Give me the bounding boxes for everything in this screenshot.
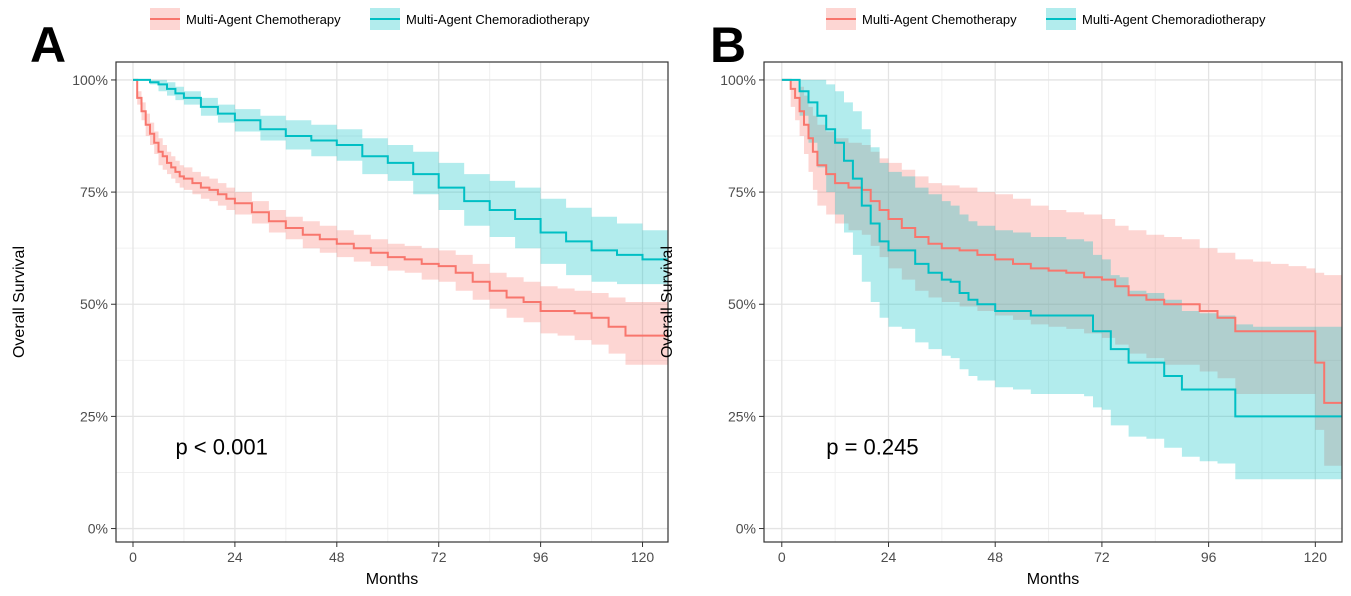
- y-tick-label: 75%: [80, 184, 108, 200]
- survival-curve: [133, 78, 668, 261]
- confidence-band: [781, 79, 1342, 480]
- y-tick-label: 100%: [720, 72, 756, 88]
- y-tick-label: 50%: [80, 296, 108, 312]
- confidence-band: [133, 79, 668, 285]
- x-tick-label: 72: [431, 549, 447, 565]
- x-tick-label: 0: [778, 549, 786, 565]
- x-axis-title: Months: [1027, 571, 1079, 588]
- x-tick-label: 120: [1304, 549, 1328, 565]
- x-tick-label: 48: [329, 549, 345, 565]
- plot-area: [781, 78, 1342, 480]
- y-tick-label: 75%: [728, 184, 756, 200]
- y-axis-title: Overall Survival: [11, 246, 28, 358]
- survival-curve: [781, 78, 1342, 418]
- panel-label: A: [30, 17, 66, 73]
- x-tick-label: 96: [533, 549, 549, 565]
- y-tick-label: 0%: [736, 521, 756, 537]
- legend: Multi-Agent Chemotherapy Multi-Agent Chem…: [150, 8, 590, 30]
- confidence-band: [133, 79, 668, 365]
- panel-b: 0 24 48 72 96 120 0% 25% 50% 75% 100% Months Overall…: [659, 8, 1343, 588]
- x-tick-label: 120: [631, 549, 655, 565]
- legend-entry: Multi-Agent Chemoradiotherapy: [406, 12, 590, 27]
- survival-curve: [781, 78, 1342, 404]
- y-tick-label: 25%: [80, 408, 108, 424]
- x-tick-label: 24: [881, 549, 897, 565]
- confidence-band: [781, 79, 1342, 466]
- y-tick-label: 0%: [88, 521, 108, 537]
- plot-area: [133, 78, 668, 365]
- p-value-annotation: p = 0.245: [826, 435, 918, 460]
- panel-label: B: [710, 17, 746, 73]
- y-tick-label: 25%: [728, 408, 756, 424]
- plot-background: [116, 62, 668, 542]
- legend-entry: Multi-Agent Chemotherapy: [862, 12, 1017, 27]
- legend: Multi-Agent Chemotherapy Multi-Agent Chem…: [826, 8, 1266, 30]
- x-tick-label: 0: [129, 549, 137, 565]
- p-value-annotation: p < 0.001: [175, 435, 267, 460]
- x-tick-label: 48: [987, 549, 1003, 565]
- y-tick-label: 100%: [72, 72, 108, 88]
- y-tick-label: 50%: [728, 296, 756, 312]
- x-axis-title: Months: [366, 571, 418, 588]
- panel-a: 0 24 48 72 96 120 0% 25% 50% 75% 100% Months Overall…: [11, 8, 669, 588]
- x-tick-label: 96: [1201, 549, 1217, 565]
- plot-background: [764, 62, 1342, 542]
- y-axis-title: Overall Survival: [659, 246, 676, 358]
- plot-border: [115, 61, 669, 543]
- x-tick-label: 24: [227, 549, 243, 565]
- legend-entry: Multi-Agent Chemotherapy: [186, 12, 341, 27]
- x-tick-label: 72: [1094, 549, 1110, 565]
- plot-border: [763, 61, 1343, 543]
- legend-entry: Multi-Agent Chemoradiotherapy: [1082, 12, 1266, 27]
- survival-curve: [133, 78, 668, 337]
